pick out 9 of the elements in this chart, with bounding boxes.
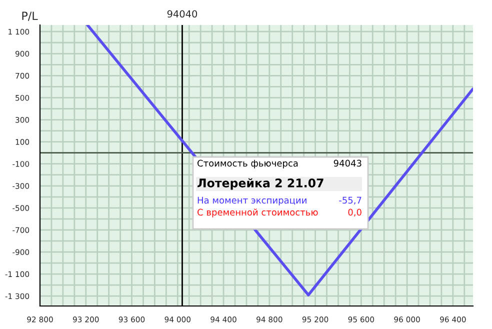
annotation: -55,7 xyxy=(339,196,362,205)
annotation: На момент экспирации xyxy=(198,196,306,206)
annotation: Лотерейка 2 21.07 xyxy=(198,178,324,190)
ref-line-label: 94040 xyxy=(167,10,198,18)
annotation: С временной стоимостью xyxy=(198,208,318,218)
annotation: 0,0 xyxy=(348,208,362,217)
y-axis-title: P/L xyxy=(22,12,38,21)
annotation: 94043 xyxy=(334,160,362,167)
annotation: Стоимость фьючерса xyxy=(198,160,298,168)
